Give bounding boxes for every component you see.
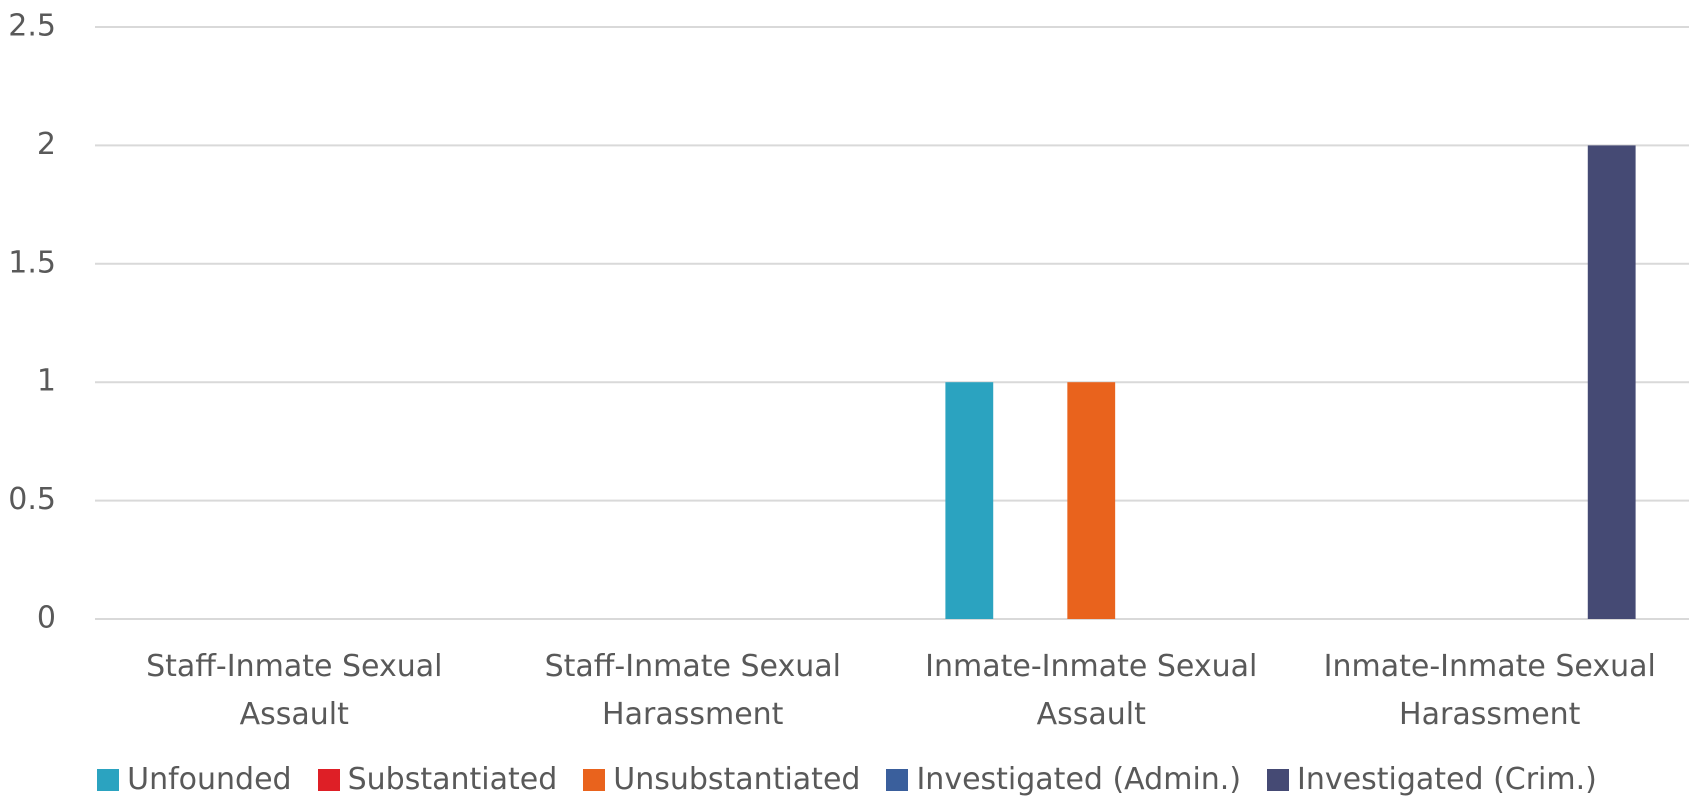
bar [1067,382,1116,619]
y-tick-label: 0 [37,601,56,636]
legend-swatch [886,768,909,791]
legend-swatch [1267,768,1290,791]
y-tick-label: 1 [37,364,56,399]
legend-label: Investigated (Admin.) [916,762,1242,797]
legend-item: Unfounded [97,762,292,797]
y-tick-label: 2.5 [8,9,56,44]
legend-label: Investigated (Crim.) [1297,762,1597,797]
bar [1587,145,1636,619]
legend-label: Unfounded [127,762,292,797]
y-tick-label: 1.5 [8,245,56,280]
x-tick-label: Staff-Inmate Sexual Assault [146,649,443,732]
legend-swatch [583,768,606,791]
legend-item: Substantiated [317,762,558,797]
legend-swatch [97,768,120,791]
legend-swatch [317,768,340,791]
x-tick-label: Staff-Inmate Sexual Harassment [544,649,841,732]
x-tick-label: Inmate-Inmate Sexual Harassment [1323,649,1656,732]
legend-item: Unsubstantiated [583,762,860,797]
legend-label: Substantiated [347,762,558,797]
legend-item: Investigated (Admin.) [886,762,1241,797]
legend: Unfounded Substantiated Unsubstantiated Inv… [0,762,1694,797]
y-tick-label: 0.5 [8,482,56,517]
bar [945,382,994,619]
legend-label: Unsubstantiated [613,762,861,797]
legend-item: Investigated (Crim.) [1267,762,1597,797]
x-tick-label: Inmate-Inmate Sexual Assault [925,649,1258,732]
y-tick-label: 2 [37,127,56,162]
